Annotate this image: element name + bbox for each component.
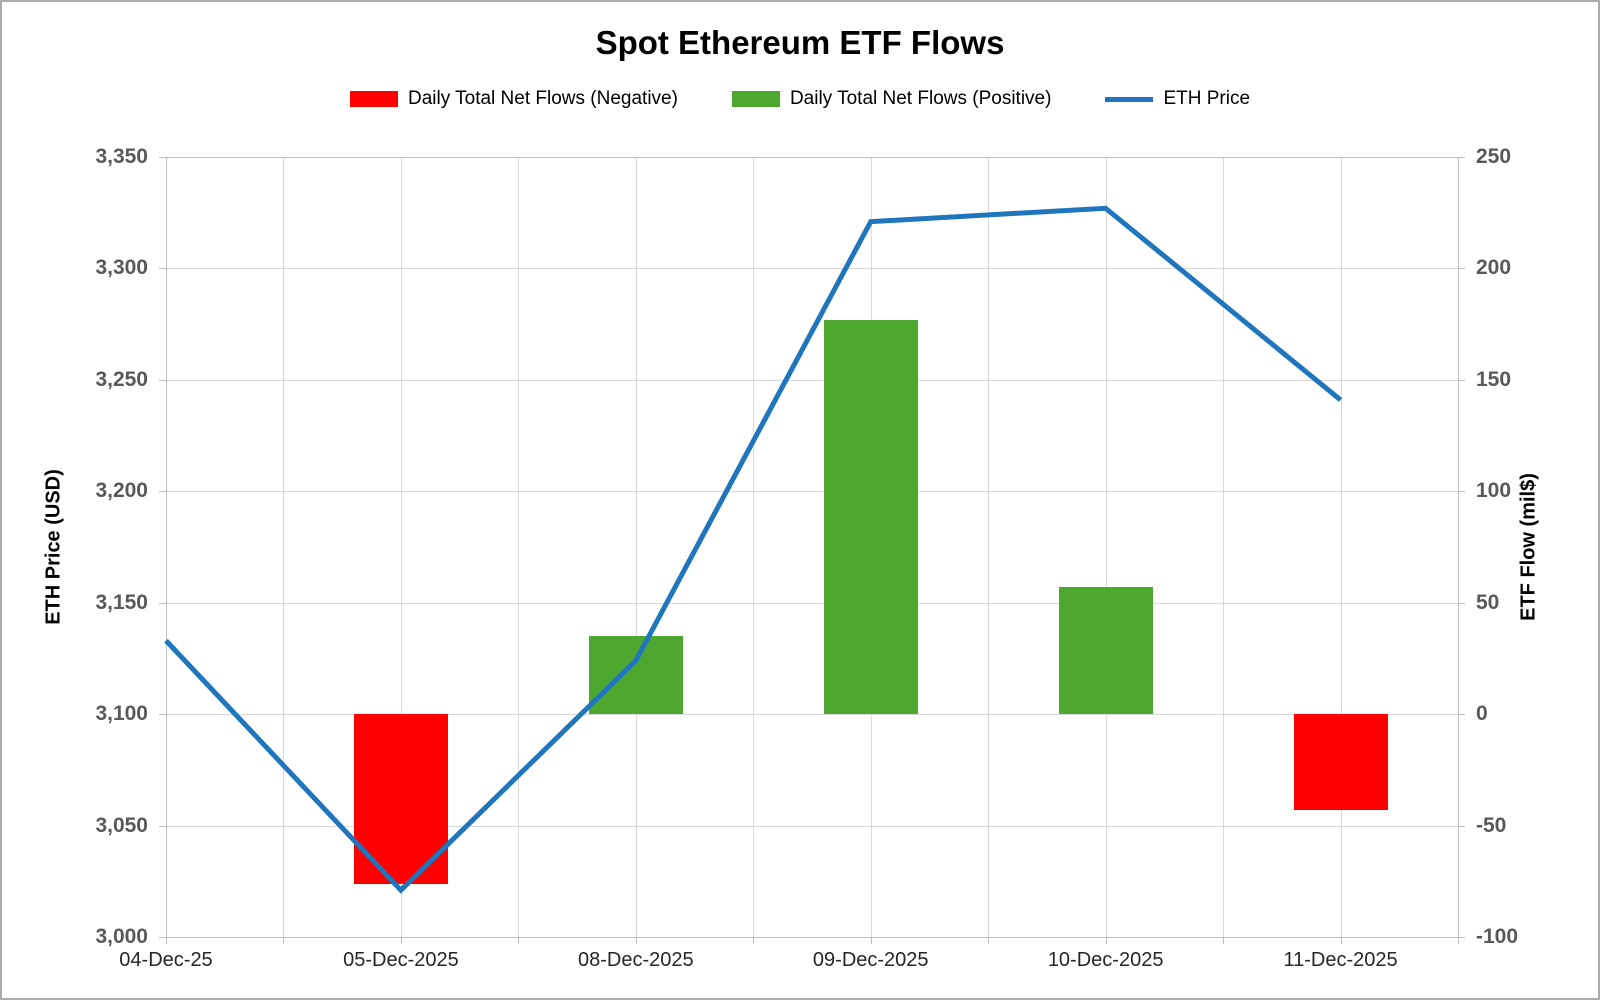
left-axis-tick <box>159 825 166 827</box>
left-axis-tick <box>159 268 166 270</box>
left-axis-tick-label: 3,200 <box>95 479 148 503</box>
legend-label-negative-flows: Daily Total Net Flows (Negative) <box>407 88 678 109</box>
bottom-axis-tick <box>1105 937 1107 944</box>
bottom-axis-tick <box>870 937 872 944</box>
x-axis-tick-label: 09-Dec-2025 <box>812 949 929 971</box>
x-axis-tick-label: 10-Dec-2025 <box>1047 949 1164 971</box>
left-axis-tick-label: 3,300 <box>95 256 148 280</box>
right-axis-tick <box>1458 937 1465 938</box>
bottom-axis-tick <box>753 937 755 944</box>
right-axis-tick <box>1458 825 1465 827</box>
left-axis-tick-label: 3,050 <box>95 813 148 837</box>
legend-item-eth-price: ETH Price <box>1105 88 1250 110</box>
x-axis-tick-label: 04-Dec-25 <box>119 949 213 971</box>
legend-item-positive-flows: Daily Total Net Flows (Positive) <box>731 88 1052 110</box>
left-axis-tick-label: 3,150 <box>95 590 148 614</box>
x-axis-tick-label: 11-Dec-2025 <box>1283 949 1398 971</box>
left-axis-tick <box>159 157 166 158</box>
left-axis-tick <box>159 379 166 381</box>
left-axis-tick <box>159 937 166 938</box>
right-axis-tick <box>1458 714 1465 716</box>
bottom-axis-tick <box>1223 937 1225 944</box>
eth-price-line-swatch-icon <box>1105 96 1154 102</box>
left-axis-tick-label: 3,100 <box>95 702 148 726</box>
positive-flows-swatch-icon <box>731 91 780 107</box>
right-axis-tick <box>1458 268 1465 270</box>
right-axis-tick-label: 50 <box>1476 590 1500 614</box>
bottom-axis-tick <box>283 937 285 944</box>
right-axis-tick-label: 0 <box>1476 702 1488 726</box>
right-axis-tick-label: -50 <box>1476 813 1507 837</box>
legend-label-eth-price: ETH Price <box>1163 88 1251 109</box>
chart-title: Spot Ethereum ETF Flows <box>595 24 1005 61</box>
bottom-axis-tick <box>1458 937 1459 944</box>
left-axis-tick <box>159 491 166 493</box>
x-axis-tick-label: 08-Dec-2025 <box>578 949 694 971</box>
right-axis-tick <box>1458 157 1465 158</box>
right-axis-tick <box>1458 602 1465 604</box>
right-axis-tick-label: 100 <box>1476 479 1512 503</box>
bottom-axis-tick <box>1340 937 1342 944</box>
x-axis-tick-label: 05-Dec-2025 <box>343 949 459 971</box>
flow-bar-05-Dec-2025 <box>353 714 448 884</box>
bottom-axis-tick <box>635 937 637 944</box>
right-axis-tick-label: -100 <box>1476 925 1519 948</box>
left-axis-tick-label: 3,250 <box>95 367 148 391</box>
right-axis-tick <box>1458 379 1465 381</box>
legend: Daily Total Net Flows (Negative) Daily T… <box>2 88 1598 110</box>
bottom-axis-tick <box>988 937 990 944</box>
flow-bar-10-Dec-2025 <box>1058 587 1153 715</box>
bottom-axis-tick <box>400 937 402 944</box>
right-axis-tick <box>1458 491 1465 493</box>
left-axis-tick <box>159 602 166 604</box>
flow-bar-11-Dec-2025 <box>1293 714 1388 810</box>
legend-item-negative-flows: Daily Total Net Flows (Negative) <box>349 88 678 110</box>
left-axis-tick <box>159 714 166 716</box>
left-axis-tick-label: 3,000 <box>95 925 148 948</box>
bottom-axis-tick <box>518 937 520 944</box>
bottom-axis-tick <box>166 937 167 944</box>
negative-flows-swatch-icon <box>349 91 398 107</box>
flow-bar-09-Dec-2025 <box>823 319 918 715</box>
right-axis-tick-label: 250 <box>1476 145 1512 168</box>
flow-bar-08-Dec-2025 <box>588 636 683 715</box>
right-axis-tick-label: 200 <box>1476 256 1512 280</box>
left-axis-tick-label: 3,350 <box>95 145 148 168</box>
legend-label-positive-flows: Daily Total Net Flows (Positive) <box>789 88 1052 109</box>
right-axis-tick-label: 150 <box>1476 367 1512 391</box>
right-axis-title: ETF Flow (mil$) <box>1517 473 1540 621</box>
